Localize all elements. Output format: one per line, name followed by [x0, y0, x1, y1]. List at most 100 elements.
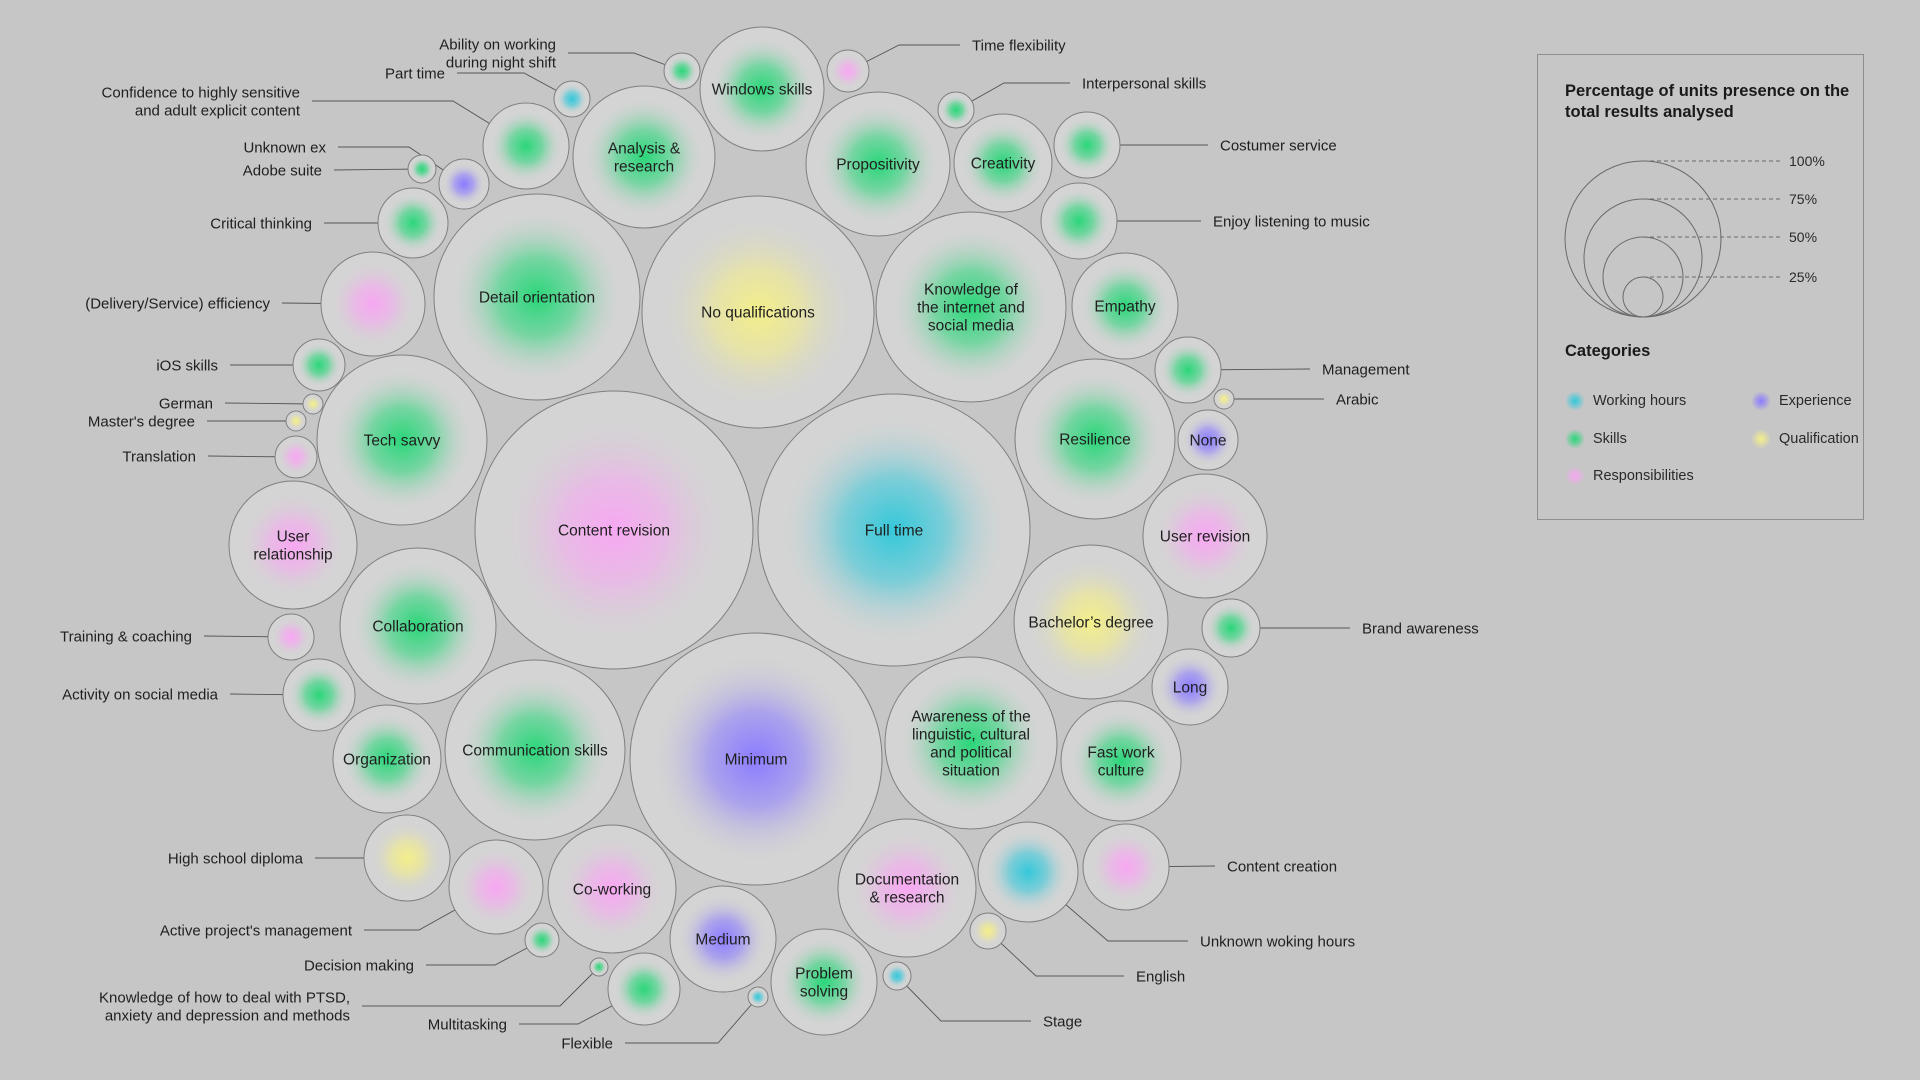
label-training-coaching: Training & coaching	[60, 628, 192, 645]
label-english: English	[1136, 968, 1185, 985]
bubble-glow-knowledge-of-how-to-deal-with-ptsd-anxiety-and-depression-and-methods	[591, 959, 607, 975]
label-brand-awareness: Brand awareness	[1362, 620, 1479, 637]
bubble-glow-flexible	[749, 988, 767, 1006]
bubble-glow-content-revision	[495, 411, 733, 649]
bubble-label-tech-savvy: Tech savvy	[364, 432, 441, 449]
bubble-glow-medium	[677, 893, 769, 985]
bubble-label-documentation-research: Documentation & research	[855, 871, 959, 906]
label-stage: Stage	[1043, 1013, 1082, 1030]
bubble-label-empathy: Empathy	[1094, 298, 1155, 315]
leader-knowledge-of-how-to-deal-with-ptsd-anxiety-and-depression-and-methods	[362, 966, 600, 1007]
bubble-glow-content-creation	[1089, 830, 1163, 904]
label-costumer-service: Costumer service	[1220, 137, 1337, 154]
bubble-glow-arabic	[1215, 390, 1233, 408]
bubble-glow-part-time	[556, 83, 588, 115]
bubble-label-creativity: Creativity	[971, 155, 1036, 172]
bubble-label-none: None	[1189, 432, 1226, 449]
bubble-glow-bachelor-s-degree	[1025, 556, 1157, 688]
leader-decision-making	[426, 939, 543, 966]
bubble-glow-critical-thinking	[383, 193, 443, 253]
size-circle-75	[1583, 198, 1703, 318]
label-unknown-woking-hours: Unknown woking hours	[1200, 933, 1355, 950]
legend-panel: Percentage of units presence on the tota…	[1537, 54, 1864, 520]
label-part-time: Part time	[385, 65, 445, 82]
bubble-label-knowledge-of-the-internet-and-social-media: Knowledge of the internet and social media	[917, 281, 1025, 334]
bubble-glow-user-relationship	[238, 490, 348, 600]
category-experience: Experience	[1751, 391, 1852, 411]
bubble-glow-user-revision	[1152, 483, 1258, 589]
category-label-resp: Responsibilities	[1593, 468, 1694, 484]
bubble-label-minimum: Minimum	[725, 751, 788, 768]
category-skills: Skills	[1565, 429, 1627, 449]
label-enjoy-listening-to-music: Enjoy listening to music	[1213, 213, 1370, 230]
bubble-glow-detail-orientation	[449, 209, 625, 385]
category-dot-skills	[1565, 429, 1585, 449]
bubble-glow-translation	[278, 439, 314, 475]
bubble-glow-minimum	[648, 651, 864, 867]
bubble-glow-windows-skills	[709, 36, 815, 142]
bubble-glow-none	[1182, 414, 1234, 466]
bubble-glow-brand-awareness	[1206, 603, 1256, 653]
bubble-glow-full-time	[778, 414, 1010, 646]
bubble-glow-resilience	[1027, 371, 1163, 507]
bubble-label-content-revision: Content revision	[558, 522, 670, 539]
bubble-glow-interpersonal-skills	[940, 94, 972, 126]
bubble-glow-activity-on-social-media	[288, 664, 350, 726]
bubble-label-detail-orientation: Detail orientation	[479, 289, 595, 306]
label-active-project-s-management: Active project's management	[160, 922, 353, 939]
bubble-glow-co-working	[557, 834, 667, 944]
bubble-glow-master-s-degree	[287, 412, 305, 430]
bubble-label-no-qualifications: No qualifications	[701, 304, 815, 321]
leader-english	[987, 930, 1124, 977]
bubble-label-long: Long	[1173, 679, 1207, 696]
label-high-school-diploma: High school diploma	[168, 850, 304, 867]
bubble-glow-delivery-service-efficiency	[328, 259, 418, 349]
bubble-glow-knowledge-of-the-internet-and-social-media	[890, 226, 1052, 388]
bubble-label-user-relationship: User relationship	[253, 528, 332, 563]
category-hours: Working hours	[1565, 391, 1686, 411]
external-labels: (Delivery/Service) efficiency Unknown wok…	[60, 36, 1479, 1052]
bubble-label-analysis-research: Analysis & research	[608, 140, 681, 175]
bubble-glow-adobe-suite	[410, 157, 434, 181]
bubble-label-communication-skills: Communication skills	[462, 742, 608, 759]
bubble-label-problem-solving: Problem solving	[795, 965, 853, 1000]
bubbles: Full time Content revision No qualificatio…	[228, 26, 1268, 1036]
bubble-glow-active-project-s-management	[456, 847, 536, 927]
leader-adobe-suite	[333, 168, 423, 171]
bubble-glow-documentation-research	[848, 829, 966, 947]
bubble-glow-tech-savvy	[329, 367, 475, 513]
size-circle-100	[1564, 160, 1722, 318]
label-delivery-service-efficiency: (Delivery/Service) efficiency	[85, 295, 270, 312]
bubble-glow-fast-work-culture	[1070, 710, 1172, 812]
label-time-flexibility: Time flexibility	[972, 37, 1066, 54]
bubble-label-fast-work-culture: Fast work culture	[1087, 744, 1154, 779]
category-dot-qualification	[1751, 429, 1771, 449]
legend-title: Percentage of units presence on the tota…	[1565, 82, 1850, 121]
size-legend: 100% 75% 50% 25%	[1564, 153, 1825, 318]
bubble-label-organization: Organization	[343, 751, 431, 768]
bubble-glow-collaboration	[351, 559, 485, 693]
bubble-label-bachelor-s-degree: Bachelor’s degree	[1028, 614, 1153, 631]
category-dot-resp	[1565, 466, 1585, 486]
label-unknown-ex: Unknown ex	[243, 139, 326, 156]
categories-title: Categories	[1565, 342, 1651, 360]
category-label-skills: Skills	[1593, 431, 1627, 447]
label-arabic: Arabic	[1336, 391, 1379, 408]
label-master-s-degree: Master's degree	[88, 413, 195, 430]
bubble-glow-creativity	[961, 121, 1045, 205]
label-management: Management	[1322, 361, 1410, 378]
bubble-glow-organization	[341, 713, 433, 805]
label-flexible: Flexible	[561, 1035, 613, 1052]
bubble-glow-time-flexibility	[830, 53, 866, 89]
bubble-label-medium: Medium	[695, 931, 750, 948]
category-label-hours: Working hours	[1593, 393, 1687, 409]
label-adobe-suite: Adobe suite	[243, 162, 322, 179]
bubble-label-collaboration: Collaboration	[372, 618, 463, 635]
bubble-glow-ability-on-working-during-night-shift	[666, 55, 698, 87]
category-resp: Responsibilities	[1565, 466, 1694, 486]
bubble-glow-propositivity	[816, 102, 940, 226]
bubble-label-propositivity: Propositivity	[836, 156, 920, 173]
bubble-glow-ios-skills	[296, 342, 342, 388]
bubble-glow-communication-skills	[458, 673, 612, 827]
bubble-glow-stage	[885, 964, 909, 988]
